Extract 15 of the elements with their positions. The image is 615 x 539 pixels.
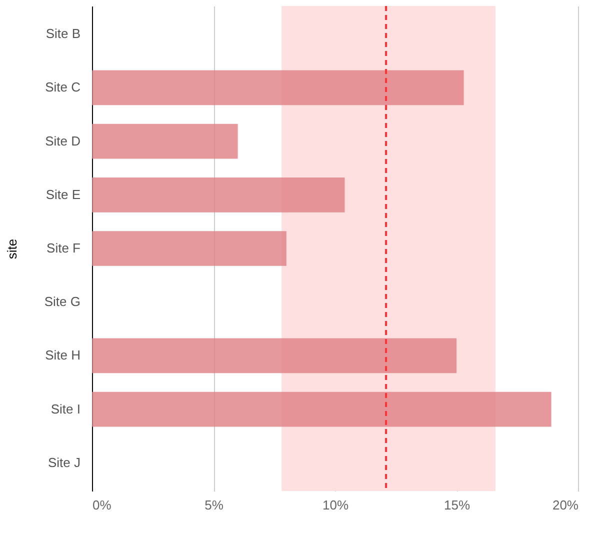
x-tick-label: 20% xyxy=(552,498,579,512)
x-tick-label: 0% xyxy=(92,498,112,512)
y-tick-label: Site B xyxy=(46,26,80,42)
y-tick-label: Site J xyxy=(48,454,80,470)
x-tick-label: 15% xyxy=(444,498,470,512)
y-tick-label: Site D xyxy=(45,133,80,148)
y-tick-label: Site F xyxy=(46,240,81,256)
y-tick-label: Site C xyxy=(45,80,80,95)
y-tick-label: Site E xyxy=(46,186,81,202)
y-tick-label: Site I xyxy=(50,401,80,416)
y-axis-title: site xyxy=(4,238,20,260)
x-tick-label: 10% xyxy=(322,498,349,512)
y-tick-label: Site G xyxy=(44,294,80,310)
y-tick-label: Site H xyxy=(45,348,80,363)
x-tick-label: 5% xyxy=(204,498,224,512)
